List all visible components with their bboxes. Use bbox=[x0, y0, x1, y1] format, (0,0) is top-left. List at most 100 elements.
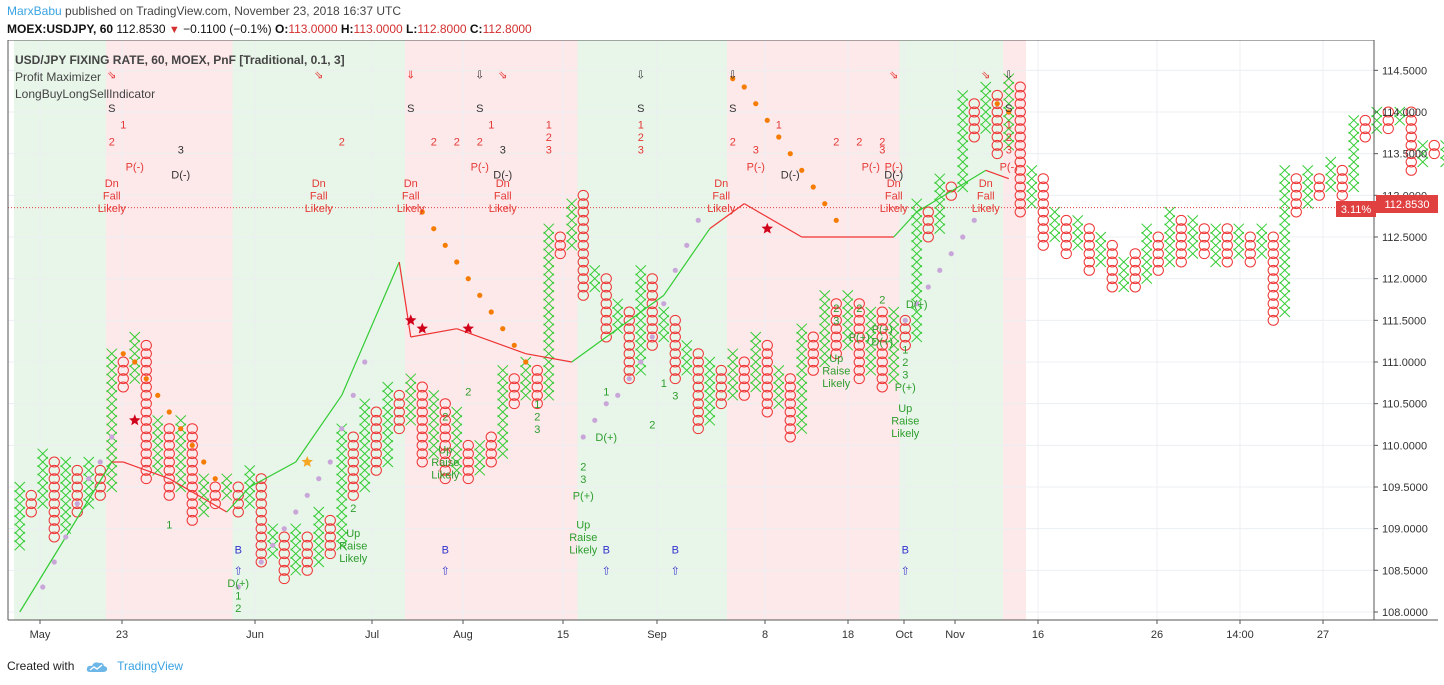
annotation-label: Fall bbox=[103, 191, 121, 203]
o-mark bbox=[761, 356, 773, 368]
sar-dot-orange bbox=[994, 101, 1000, 107]
annotation-label: ⇘ bbox=[981, 70, 990, 82]
x-mark bbox=[451, 448, 463, 459]
pnf-chart[interactable]: ⇘S123P(-)D(-)DnFallLikely⇘2DnFallLikely⇓… bbox=[0, 40, 1444, 650]
ohlc-line: MOEX:USDJPY, 60 112.8530 ▼ −0.1100 (−0.1… bbox=[7, 22, 532, 36]
x-mark bbox=[382, 406, 394, 418]
o-mark bbox=[1014, 181, 1026, 193]
annotation-label: 2 bbox=[902, 357, 908, 369]
y-tick-label: 109.0000 bbox=[1382, 524, 1428, 536]
x-mark bbox=[313, 540, 325, 551]
x-mark bbox=[428, 440, 440, 451]
o-mark bbox=[853, 298, 865, 310]
x-mark bbox=[359, 481, 371, 493]
x-mark bbox=[14, 481, 26, 493]
x-mark bbox=[1233, 240, 1245, 251]
o-mark bbox=[255, 548, 267, 560]
o-mark bbox=[393, 414, 405, 426]
change-value: −0.1100 (−0.1%) bbox=[183, 22, 272, 36]
tradingview-link[interactable]: TradingView bbox=[117, 659, 184, 673]
x-mark bbox=[543, 256, 555, 268]
x-mark bbox=[106, 423, 118, 434]
o-mark bbox=[1037, 173, 1049, 185]
o-mark bbox=[140, 398, 152, 410]
x-mark bbox=[14, 498, 26, 509]
o-mark bbox=[301, 531, 313, 543]
x-mark bbox=[1164, 248, 1176, 259]
o-mark bbox=[830, 348, 842, 360]
o-mark bbox=[830, 306, 842, 318]
open-label: O: bbox=[275, 22, 289, 36]
x-mark bbox=[888, 315, 900, 326]
x-mark bbox=[566, 240, 578, 251]
o-mark bbox=[1405, 164, 1417, 176]
x-mark bbox=[1440, 156, 1444, 168]
x-mark bbox=[543, 340, 555, 351]
x-mark bbox=[543, 381, 555, 393]
x-mark bbox=[681, 348, 693, 359]
indicator-profit-maximizer[interactable]: Profit Maximizer bbox=[15, 70, 101, 84]
x-mark bbox=[1118, 281, 1130, 293]
o-mark bbox=[600, 298, 612, 310]
sar-dot-orange bbox=[500, 326, 506, 332]
x-tick-label: Sep bbox=[647, 629, 667, 641]
o-mark bbox=[1014, 89, 1026, 101]
x-mark bbox=[175, 473, 187, 484]
o-mark bbox=[738, 364, 750, 376]
x-mark bbox=[1394, 115, 1406, 126]
o-mark bbox=[416, 389, 428, 401]
x-mark bbox=[382, 456, 394, 468]
sar-dot-purple bbox=[40, 584, 46, 590]
x-mark bbox=[1348, 140, 1360, 151]
x-mark bbox=[727, 381, 739, 393]
x-mark bbox=[336, 456, 348, 468]
o-mark bbox=[899, 314, 911, 326]
x-mark bbox=[1003, 81, 1015, 93]
x-mark bbox=[359, 456, 371, 468]
x-mark bbox=[221, 473, 233, 484]
o-mark bbox=[140, 364, 152, 376]
x-mark bbox=[1026, 198, 1038, 209]
o-mark bbox=[876, 306, 888, 318]
x-mark bbox=[1164, 256, 1176, 268]
o-mark bbox=[968, 123, 980, 135]
x-mark bbox=[704, 373, 716, 384]
indicator-dots bbox=[40, 76, 1012, 590]
x-mark bbox=[1164, 240, 1176, 251]
x-mark bbox=[796, 348, 808, 359]
y-tick-label: 110.0000 bbox=[1382, 440, 1427, 452]
signal-star bbox=[761, 222, 773, 234]
x-mark bbox=[819, 306, 831, 318]
o-mark bbox=[1405, 139, 1417, 151]
o-mark bbox=[1129, 248, 1141, 260]
trend-zone bbox=[899, 40, 1003, 620]
annotation-label: 1 bbox=[235, 591, 241, 603]
published-text: published on TradingView.com, November 2… bbox=[65, 4, 402, 18]
sar-dot-purple bbox=[109, 434, 115, 440]
annotation-label: 1 bbox=[902, 345, 908, 357]
o-mark bbox=[140, 423, 152, 435]
x-mark bbox=[1233, 248, 1245, 259]
o-mark bbox=[1336, 164, 1348, 176]
x-mark bbox=[336, 448, 348, 459]
signal-star bbox=[462, 322, 474, 334]
y-tick-label: 112.0000 bbox=[1382, 274, 1427, 286]
x-mark bbox=[1187, 240, 1199, 251]
x-mark bbox=[1118, 265, 1130, 276]
x-mark bbox=[37, 448, 49, 459]
o-mark bbox=[186, 464, 198, 476]
author-link[interactable]: MarxBabu bbox=[7, 4, 62, 18]
annotation-label: P(+) bbox=[849, 332, 870, 344]
annotation-label: 2 bbox=[546, 132, 552, 144]
indicator-longbuy-longsell[interactable]: LongBuyLongSellIndicator bbox=[15, 87, 155, 101]
o-mark bbox=[301, 556, 313, 568]
o-mark bbox=[646, 281, 658, 293]
annotation-label: S bbox=[637, 103, 644, 115]
o-mark bbox=[853, 306, 865, 318]
x-mark bbox=[1141, 265, 1153, 276]
o-mark bbox=[439, 448, 451, 460]
x-mark bbox=[106, 390, 118, 401]
x-mark bbox=[658, 315, 670, 326]
o-mark bbox=[1060, 248, 1072, 260]
annotation-label: Up bbox=[346, 528, 360, 540]
